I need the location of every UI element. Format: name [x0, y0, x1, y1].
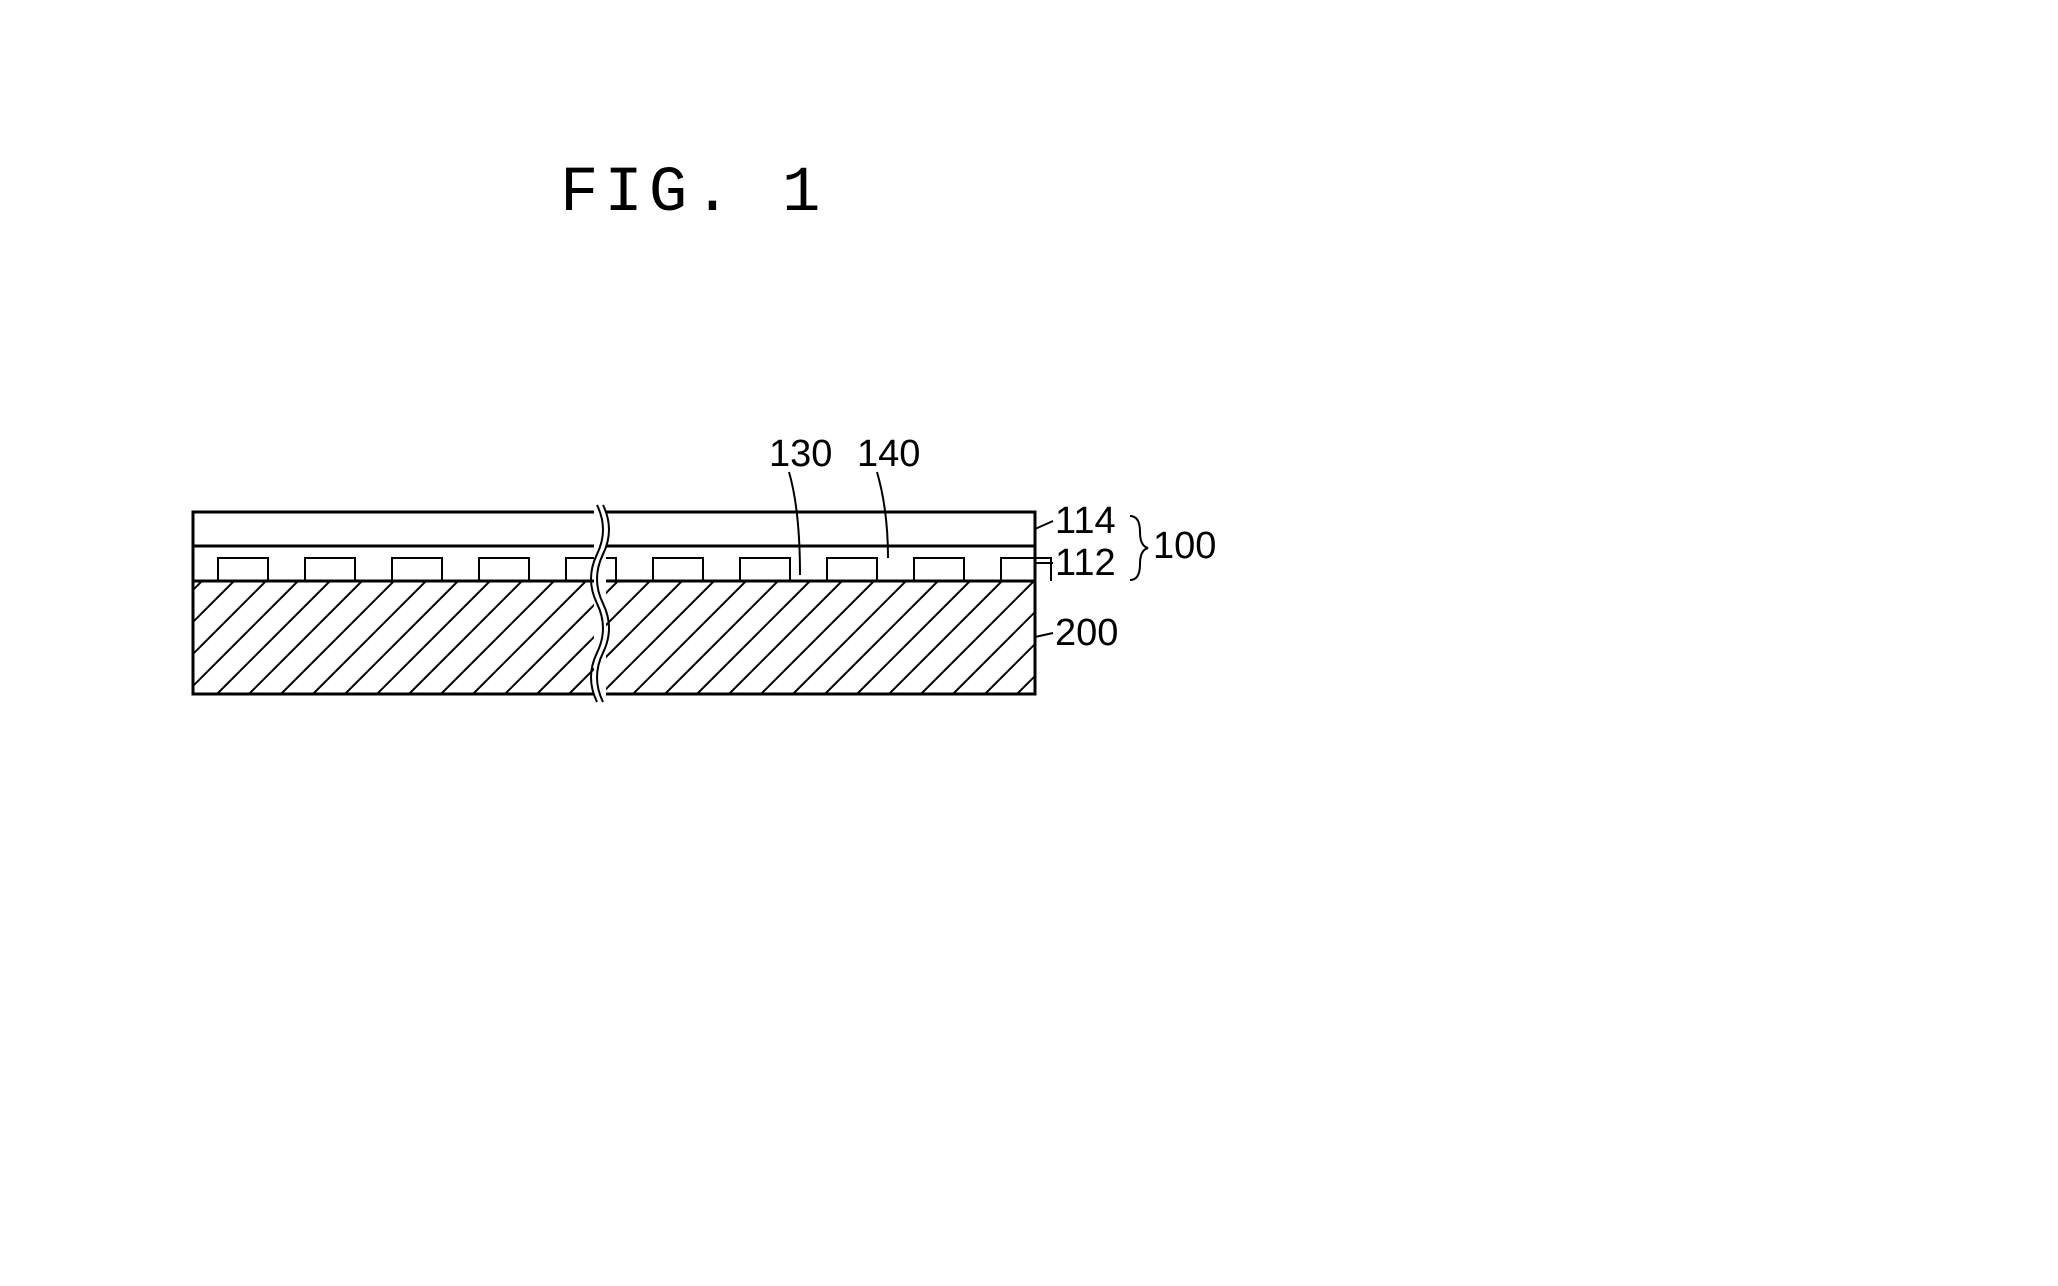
tooth: [827, 558, 877, 581]
label-114: 114: [1055, 500, 1116, 542]
label-200: 200: [1055, 612, 1118, 654]
tooth: [1001, 558, 1051, 581]
teeth-group: [218, 558, 1051, 581]
label-100: 100: [1153, 525, 1216, 567]
tooth: [305, 558, 355, 581]
brace-100: [1130, 516, 1148, 580]
label-140: 140: [857, 433, 920, 475]
tooth: [392, 558, 442, 581]
tooth: [914, 558, 964, 581]
leader-114: [1035, 521, 1053, 529]
figure-title: FIG. 1: [560, 158, 826, 230]
tooth: [479, 558, 529, 581]
tooth: [218, 558, 268, 581]
break-mask: [594, 505, 606, 702]
label-130: 130: [769, 433, 832, 475]
tooth: [653, 558, 703, 581]
layer-200-hatch: [0, 581, 1322, 694]
layer-200: [193, 581, 1035, 694]
tooth: [740, 558, 790, 581]
label-112: 112: [1055, 542, 1116, 584]
layer-114: [193, 512, 1035, 546]
leader-200: [1035, 633, 1053, 637]
